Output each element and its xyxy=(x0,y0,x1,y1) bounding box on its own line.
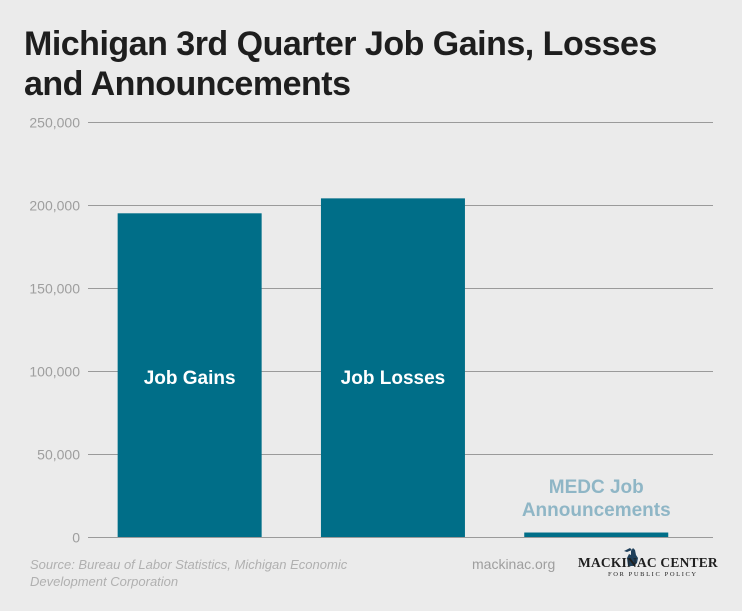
bar-medc-job-announcements xyxy=(524,532,669,537)
y-tick-label: 250,000 xyxy=(29,115,80,131)
logo-name: MACKINAC CENTER xyxy=(578,555,718,570)
y-tick-label: 0 xyxy=(72,530,80,546)
bar-label: Job Losses xyxy=(341,368,446,389)
y-tick-label: 50,000 xyxy=(37,447,80,463)
michigan-mitten-icon xyxy=(624,548,638,566)
y-tick-label: 200,000 xyxy=(29,198,80,214)
y-tick-label: 100,000 xyxy=(29,364,80,380)
site-url: mackinac.org xyxy=(472,556,556,572)
logo-subtitle: FOR PUBLIC POLICY xyxy=(608,571,698,578)
bar-job-gains xyxy=(117,213,262,538)
y-tick-label: 150,000 xyxy=(29,281,80,297)
mackinac-center-logo: MACKINAC CENTER FOR PUBLIC POLICY xyxy=(572,546,720,580)
source-note: Source: Bureau of Labor Statistics, Mich… xyxy=(30,557,348,589)
bar-job-losses xyxy=(320,198,465,538)
bar-label: MEDC Job Announcements xyxy=(522,477,671,521)
bar-label: Job Gains xyxy=(144,368,236,389)
chart-title: Michigan 3rd Quarter Job Gains, Losses a… xyxy=(24,25,657,103)
